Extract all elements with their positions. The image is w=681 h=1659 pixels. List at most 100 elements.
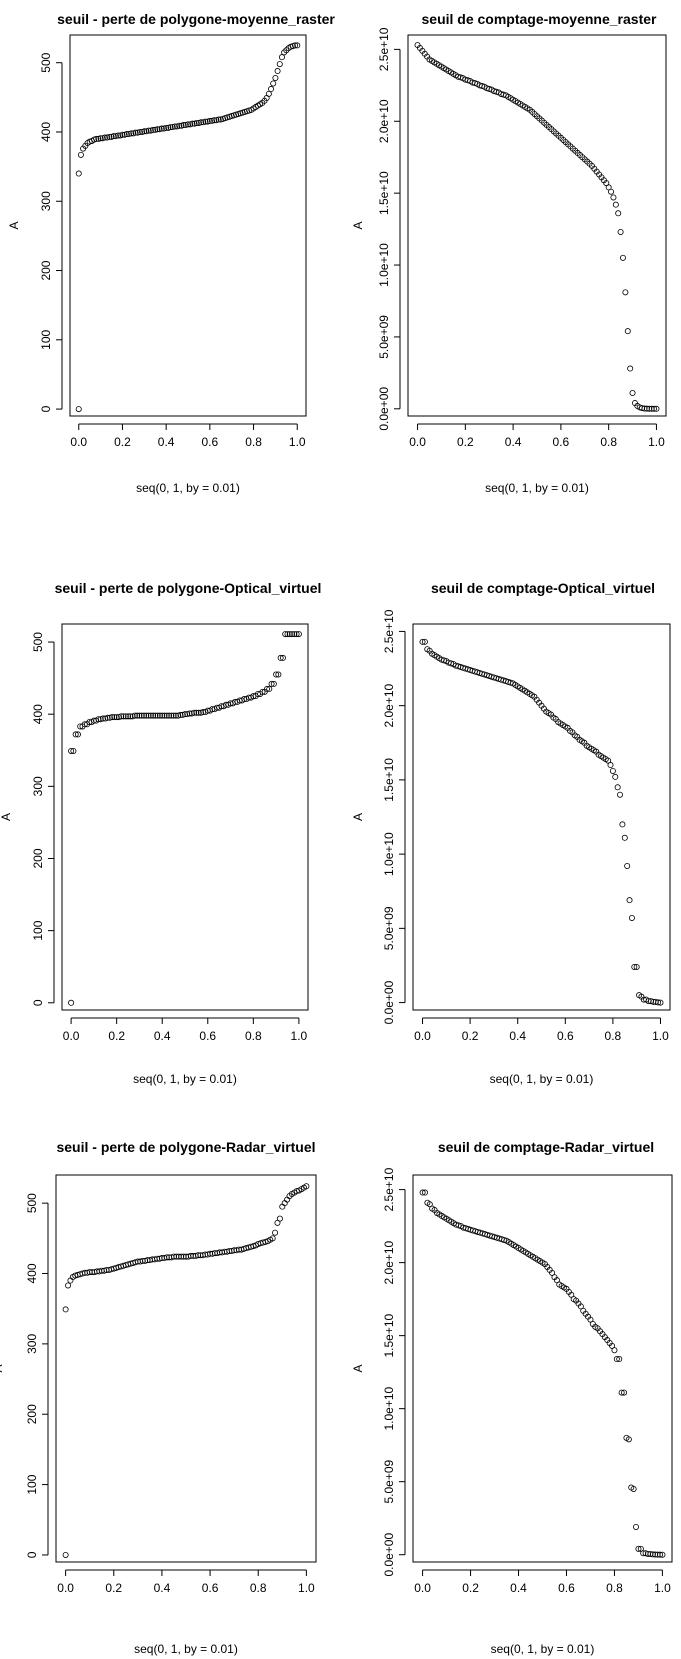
data-point xyxy=(608,188,615,195)
data-point xyxy=(70,747,77,754)
y-tick-label: 5.0e+09 xyxy=(382,906,396,950)
data-point xyxy=(617,228,624,235)
data-point xyxy=(119,131,126,138)
data-point xyxy=(259,688,266,695)
y-tick-label: 1.0e+10 xyxy=(382,832,396,876)
data-point xyxy=(629,389,636,396)
data-point xyxy=(193,709,200,716)
y-tick-label: 0 xyxy=(31,999,45,1006)
data-point xyxy=(657,1551,664,1558)
data-point xyxy=(621,1389,628,1396)
data-point xyxy=(161,712,168,719)
x-tick-label: 0.6 xyxy=(558,1581,575,1595)
x-tick-label: 0.2 xyxy=(462,1029,479,1043)
y-axis-label: A xyxy=(0,1364,5,1372)
data-point xyxy=(286,631,293,638)
data-point xyxy=(653,405,660,412)
data-point xyxy=(195,709,202,716)
x-tick-label: 1.0 xyxy=(654,1581,671,1595)
y-tick-label: 200 xyxy=(25,1404,39,1424)
data-point xyxy=(419,1189,426,1196)
data-point xyxy=(97,135,104,142)
y-tick-label: 1.5e+10 xyxy=(382,1313,396,1357)
y-tick-label: 100 xyxy=(31,920,45,940)
x-axis-label: seq(0, 1, by = 0.01) xyxy=(136,481,240,495)
data-point xyxy=(172,712,179,719)
data-point xyxy=(128,130,135,137)
plot-frame xyxy=(407,34,667,417)
data-point xyxy=(167,124,174,131)
x-tick-label: 0.4 xyxy=(510,1581,527,1595)
data-point xyxy=(620,254,627,261)
data-point xyxy=(75,406,82,413)
x-tick-label: 0.0 xyxy=(63,1029,80,1043)
y-tick-label: 0.0e+00 xyxy=(382,1533,396,1577)
data-point xyxy=(626,897,633,904)
chart-title: seuil - perte de polygone-Optical_virtue… xyxy=(55,580,322,596)
data-point xyxy=(263,685,270,692)
data-point xyxy=(276,61,283,68)
data-point xyxy=(440,657,447,664)
data-point xyxy=(464,77,471,84)
y-tick-label: 400 xyxy=(39,122,53,142)
x-axis-label: seq(0, 1, by = 0.01) xyxy=(134,1642,238,1656)
data-series xyxy=(419,638,664,1006)
y-tick-label: 200 xyxy=(39,260,53,280)
data-point xyxy=(291,631,298,638)
x-tick-label: 0.0 xyxy=(409,435,426,449)
data-point xyxy=(170,712,177,719)
data-point xyxy=(110,133,117,140)
data-series xyxy=(68,631,302,1006)
y-tick-label: 0 xyxy=(25,1551,39,1558)
plot-frame xyxy=(69,34,307,417)
x-axis-label: seq(0, 1, by = 0.01) xyxy=(490,1072,594,1086)
y-tick-label: 1.5e+10 xyxy=(382,758,396,802)
data-point xyxy=(159,712,166,719)
data-point xyxy=(284,631,291,638)
data-point xyxy=(68,999,75,1006)
data-point xyxy=(268,86,275,93)
data-point xyxy=(295,631,302,638)
data-point xyxy=(168,712,175,719)
data-point xyxy=(74,731,81,738)
data-point xyxy=(156,712,163,719)
data-point xyxy=(618,1389,625,1396)
data-point xyxy=(624,328,631,335)
data-point xyxy=(651,405,658,412)
data-point xyxy=(186,710,193,717)
data-point xyxy=(77,151,84,158)
data-point xyxy=(293,631,300,638)
data-point xyxy=(624,862,631,869)
panel-5: seuil - perte de polygone-Radar_virtuel 0… xyxy=(0,1139,317,1656)
x-tick-label: 0.6 xyxy=(557,1029,574,1043)
data-point xyxy=(120,713,127,720)
data-point xyxy=(123,131,130,138)
data-point xyxy=(136,712,143,719)
x-tick-label: 1.0 xyxy=(648,435,665,449)
data-series xyxy=(419,1189,666,1558)
data-point xyxy=(189,120,196,127)
data-point xyxy=(631,963,638,970)
data-point xyxy=(278,54,285,61)
y-axis-label: A xyxy=(351,221,365,229)
data-point xyxy=(125,713,132,720)
data-point xyxy=(193,119,200,126)
data-point xyxy=(622,289,629,296)
data-point xyxy=(633,963,640,970)
data-point xyxy=(206,117,213,124)
x-tick-label: 0.4 xyxy=(509,1029,526,1043)
y-tick-label: 100 xyxy=(25,1474,39,1494)
y-axis-label: A xyxy=(0,813,13,821)
x-tick-label: 1.0 xyxy=(652,1029,669,1043)
panel-6: seuil de comptage-Radar_virtuel 0.0 0.2 0.4… xyxy=(351,1139,673,1656)
data-point xyxy=(250,1243,257,1250)
chart-title: seuil de comptage-Radar_virtuel xyxy=(438,1139,654,1155)
x-tick-label: 1.0 xyxy=(289,435,306,449)
data-point xyxy=(269,1235,276,1242)
data-point xyxy=(630,1485,637,1492)
data-point xyxy=(614,784,621,791)
data-point xyxy=(150,712,157,719)
data-point xyxy=(294,42,301,49)
data-point xyxy=(141,128,148,135)
data-point xyxy=(113,714,120,721)
